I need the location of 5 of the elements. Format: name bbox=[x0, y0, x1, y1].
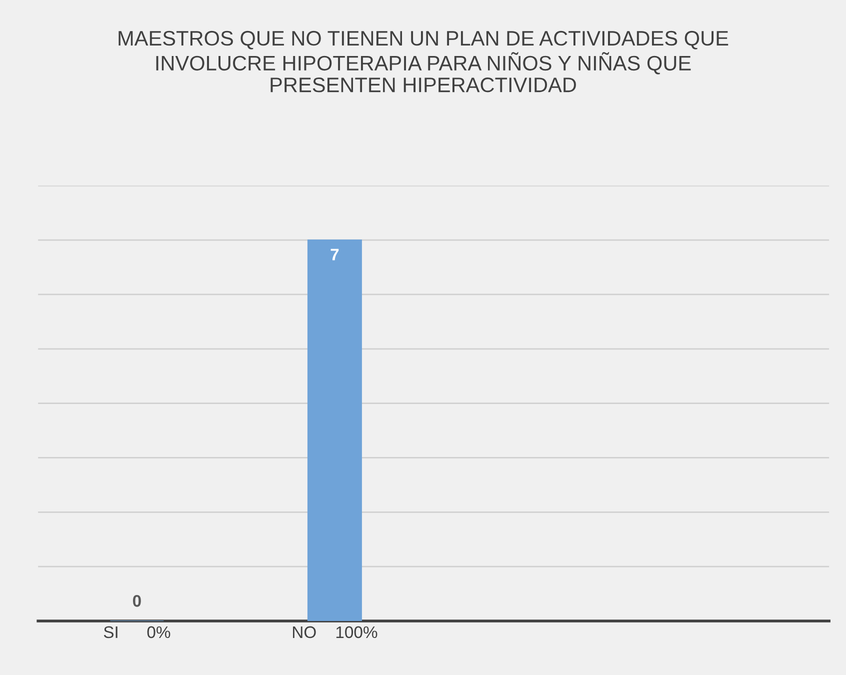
x-tick-label: NO 100% bbox=[292, 626, 378, 638]
x-tick-label: SI 0% bbox=[104, 626, 170, 638]
chart-title: MAESTROS QUE NO TIENEN UN PLAN DE ACTIVIDADES QUE INVOLUCRE HIPOTERAPIA PARA NIÑOS Y NIÑAS QUE PRESENTEN HIPERACTIVIDAD bbox=[118, 30, 728, 92]
data-label: 7 bbox=[330, 248, 339, 260]
data-label: 0 bbox=[132, 595, 141, 607]
